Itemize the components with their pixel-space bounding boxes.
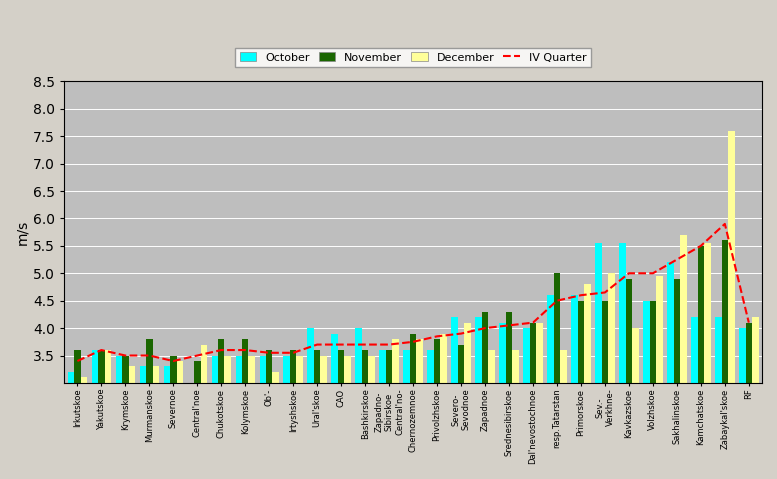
Bar: [571, 295, 578, 383]
Bar: [170, 355, 176, 383]
Bar: [105, 350, 111, 383]
Bar: [698, 246, 704, 383]
Bar: [476, 317, 482, 383]
Bar: [355, 328, 362, 383]
Bar: [458, 344, 465, 383]
Bar: [441, 333, 447, 383]
Bar: [260, 355, 266, 383]
Bar: [379, 350, 386, 383]
Bar: [680, 235, 687, 383]
Bar: [530, 323, 536, 383]
Bar: [235, 355, 242, 383]
Bar: [416, 339, 423, 383]
Bar: [619, 243, 625, 383]
Bar: [218, 339, 225, 383]
Bar: [362, 350, 368, 383]
Bar: [578, 301, 584, 383]
Bar: [704, 243, 710, 383]
Legend: October, November, December, IV Quarter: October, November, December, IV Quarter: [235, 48, 591, 67]
Bar: [584, 284, 591, 383]
Bar: [403, 350, 409, 383]
Bar: [409, 333, 416, 383]
Bar: [451, 317, 458, 383]
Bar: [332, 333, 338, 383]
Bar: [482, 312, 488, 383]
Bar: [164, 366, 170, 383]
Bar: [338, 350, 344, 383]
Bar: [427, 350, 434, 383]
Bar: [536, 323, 542, 383]
Bar: [194, 361, 200, 383]
Bar: [211, 355, 218, 383]
Bar: [667, 262, 674, 383]
Bar: [122, 355, 128, 383]
Bar: [128, 366, 135, 383]
Bar: [650, 301, 656, 383]
Bar: [368, 355, 375, 383]
Bar: [500, 323, 506, 383]
Bar: [728, 131, 734, 383]
Y-axis label: m/s: m/s: [15, 219, 29, 245]
Bar: [249, 355, 255, 383]
Bar: [465, 323, 471, 383]
Bar: [386, 350, 392, 383]
Bar: [200, 344, 207, 383]
Bar: [74, 350, 81, 383]
Bar: [722, 240, 728, 383]
Bar: [68, 372, 74, 383]
Bar: [547, 295, 554, 383]
Bar: [81, 377, 87, 383]
Bar: [187, 383, 194, 388]
Bar: [116, 355, 122, 383]
Bar: [225, 355, 231, 383]
Bar: [314, 350, 320, 383]
Bar: [512, 350, 519, 383]
Bar: [152, 366, 159, 383]
Bar: [176, 361, 183, 383]
Bar: [632, 328, 639, 383]
Bar: [266, 350, 273, 383]
Bar: [715, 317, 722, 383]
Bar: [746, 323, 752, 383]
Bar: [140, 366, 146, 383]
Bar: [344, 355, 351, 383]
Bar: [273, 372, 279, 383]
Bar: [297, 355, 303, 383]
Bar: [554, 274, 560, 383]
Bar: [643, 301, 650, 383]
Bar: [625, 279, 632, 383]
Bar: [752, 317, 758, 383]
Bar: [320, 355, 327, 383]
Bar: [242, 339, 249, 383]
Bar: [434, 339, 441, 383]
Bar: [308, 328, 314, 383]
Bar: [739, 328, 746, 383]
Bar: [290, 350, 297, 383]
Bar: [674, 279, 680, 383]
Bar: [146, 339, 152, 383]
Bar: [92, 350, 98, 383]
Bar: [656, 276, 663, 383]
Bar: [691, 317, 698, 383]
Bar: [506, 312, 512, 383]
Bar: [523, 328, 530, 383]
Bar: [601, 301, 608, 383]
Bar: [608, 274, 615, 383]
Bar: [392, 339, 399, 383]
Bar: [284, 355, 290, 383]
Bar: [98, 350, 105, 383]
Bar: [488, 350, 495, 383]
Bar: [560, 350, 566, 383]
Bar: [595, 243, 601, 383]
